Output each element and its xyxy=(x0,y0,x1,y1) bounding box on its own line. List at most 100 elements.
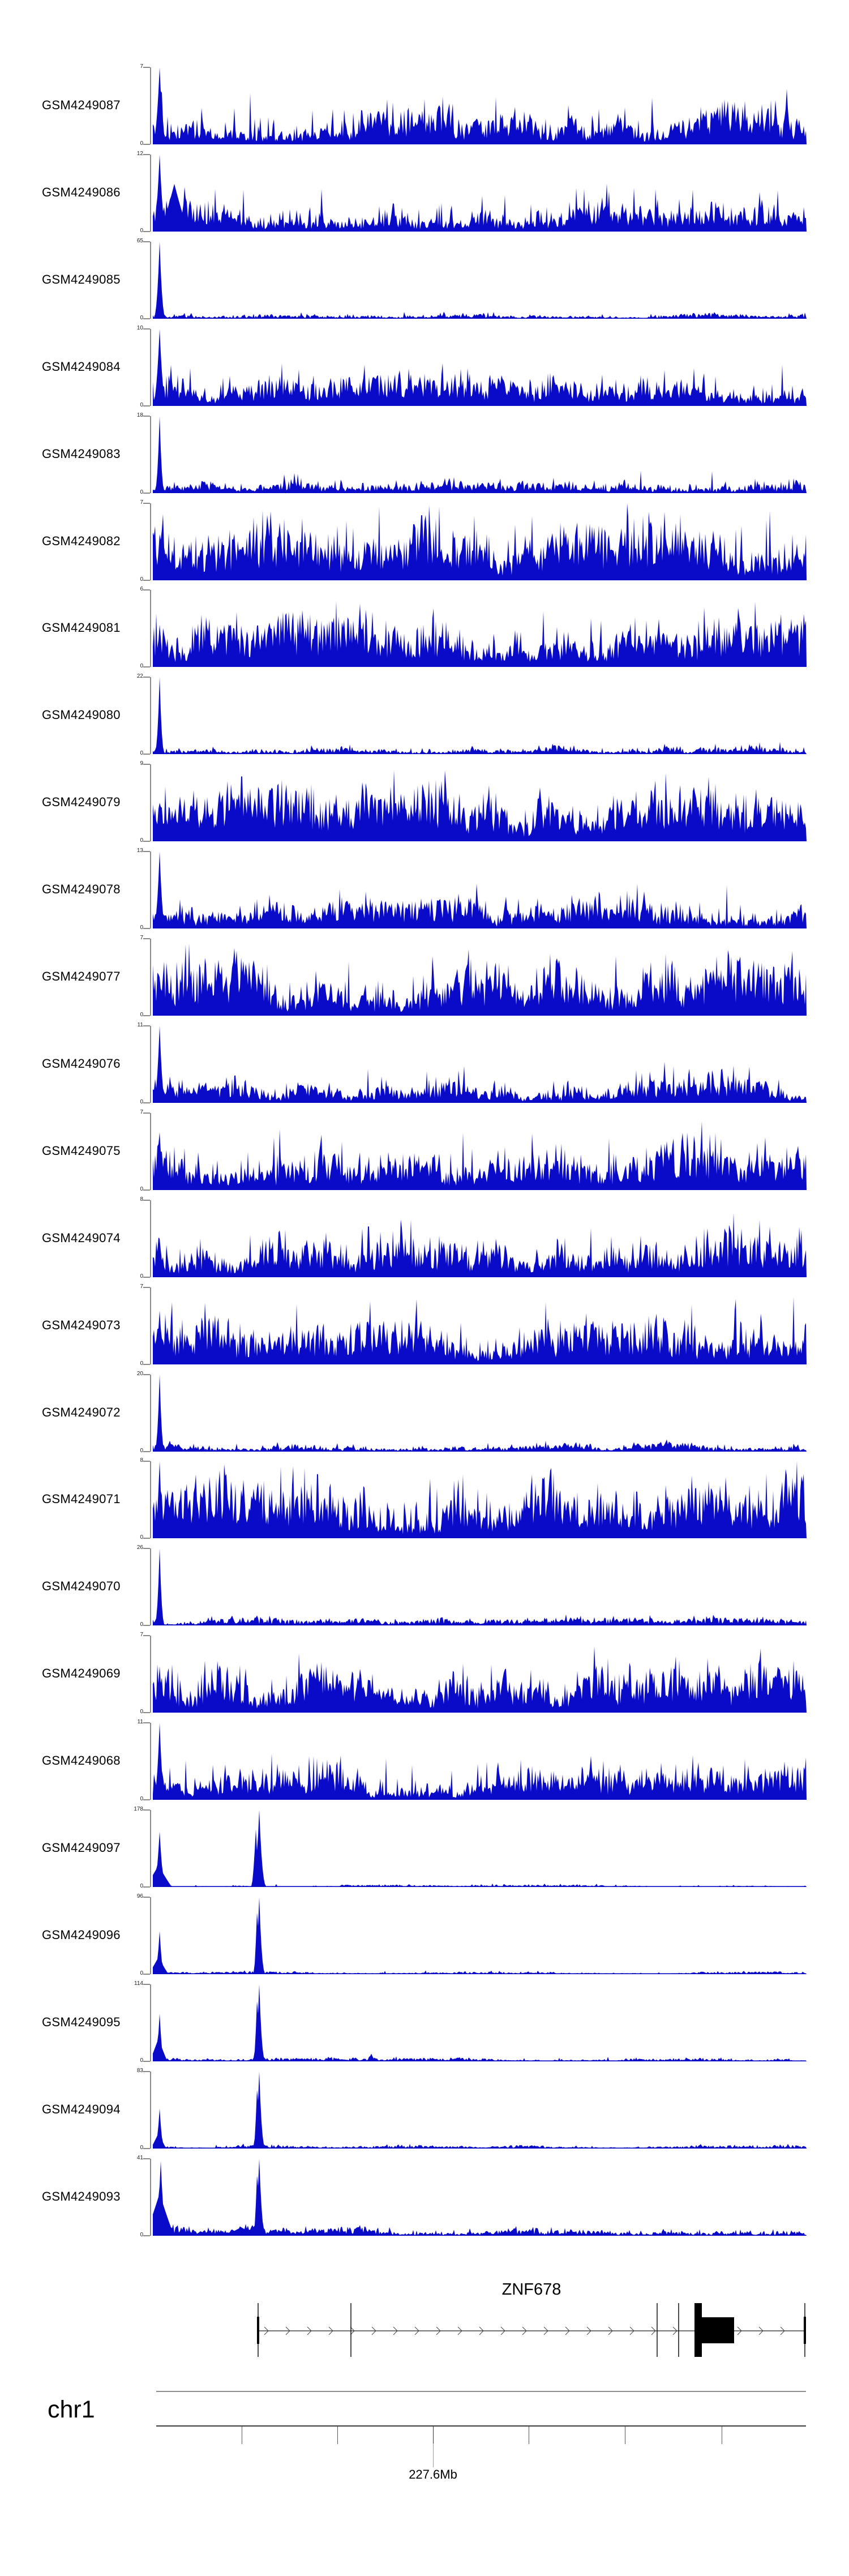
axis-bracket xyxy=(150,1984,151,2061)
axis-bracket xyxy=(150,1113,151,1190)
axis-max-label: 9 xyxy=(140,760,143,767)
axis-zero-label: 0 xyxy=(140,925,143,931)
axis-max-label: 26 xyxy=(136,1544,143,1551)
signal-plot xyxy=(153,1646,807,1713)
axis-tick xyxy=(143,1364,150,1365)
strand-chevron-icon xyxy=(672,2326,678,2335)
track-label: GSM4249093 xyxy=(42,2189,121,2203)
axis-max-label: 178 xyxy=(134,1806,143,1812)
axis-zero-label: 0 xyxy=(140,1273,143,1280)
axis-tick xyxy=(143,1538,150,1539)
axis-max-label: 8 xyxy=(140,1196,143,1203)
axis-max-label: 20 xyxy=(136,1371,143,1377)
axis-bracket xyxy=(150,851,151,928)
axis-tick xyxy=(143,1112,150,1114)
axis-max-label: 7 xyxy=(140,1283,143,1290)
axis-tick xyxy=(143,405,150,406)
track-label: GSM4249068 xyxy=(42,1753,121,1768)
axis-tick xyxy=(143,1025,150,1026)
axis-tick xyxy=(143,1886,150,1888)
cds-box xyxy=(702,2317,734,2343)
axis-zero-label: 0 xyxy=(140,2145,143,2151)
signal-plot xyxy=(153,503,807,580)
signal-plot xyxy=(153,1461,807,1538)
axis-max-label: 7 xyxy=(140,499,143,506)
axis-tick xyxy=(143,1809,150,1811)
axis-tick xyxy=(143,241,150,242)
axis-zero-label: 0 xyxy=(140,489,143,495)
axis-zero-label: 0 xyxy=(140,1448,143,1454)
axis-tick xyxy=(143,580,150,581)
track-label: GSM4249072 xyxy=(42,1405,121,1419)
axis-bracket xyxy=(150,1636,151,1713)
axis-tick xyxy=(143,1722,150,1723)
strand-chevron-icon xyxy=(737,2326,742,2335)
axis-zero-label: 0 xyxy=(140,1360,143,1367)
signal-plot xyxy=(153,242,807,319)
axis-zero-label: 0 xyxy=(140,140,143,147)
track-label: GSM4249075 xyxy=(42,1144,121,1158)
axis-bracket xyxy=(150,1287,151,1364)
signal-plot xyxy=(153,677,807,754)
axis-tick xyxy=(143,1015,150,1016)
axis-tick xyxy=(143,1984,150,1985)
axis-tick xyxy=(143,2061,150,2062)
strand-chevron-icon xyxy=(350,2326,355,2335)
track-label: GSM4249085 xyxy=(42,272,121,286)
exon-block xyxy=(694,2303,702,2357)
strand-chevron-icon xyxy=(436,2326,441,2335)
coordinate-position-label: 227.6Mb xyxy=(409,2467,457,2481)
axis-tick xyxy=(143,1548,150,1549)
axis-tick xyxy=(143,754,150,755)
axis-bracket xyxy=(150,1723,151,1800)
axis-max-label: 41 xyxy=(136,2155,143,2161)
axis-tick xyxy=(143,154,150,155)
axis-tick xyxy=(143,493,150,494)
axis-tick xyxy=(143,1374,150,1375)
axis-tick xyxy=(143,1974,150,1975)
strand-chevron-icon xyxy=(264,2326,269,2335)
axis-bracket xyxy=(150,2159,151,2236)
strand-chevron-icon xyxy=(414,2326,419,2335)
axis-zero-label: 0 xyxy=(140,1883,143,1889)
axis-tick xyxy=(143,1287,150,1288)
strand-chevron-icon xyxy=(565,2326,570,2335)
axis-bracket xyxy=(150,2072,151,2149)
exon-line xyxy=(657,2303,658,2357)
axis-bracket xyxy=(150,329,151,406)
axis-zero-label: 0 xyxy=(140,1099,143,1105)
axis-tick xyxy=(143,416,150,417)
axis-max-label: 7 xyxy=(140,63,143,70)
axis-tick xyxy=(143,503,150,504)
strand-chevron-icon xyxy=(328,2326,333,2335)
axis-tick xyxy=(143,1712,150,1713)
axis-bracket xyxy=(150,416,151,493)
axis-tick xyxy=(143,764,150,765)
axis-zero-label: 0 xyxy=(140,750,143,756)
gene-name-label: ZNF678 xyxy=(501,2280,561,2299)
axis-zero-label: 0 xyxy=(140,1534,143,1541)
axis-bracket xyxy=(150,1897,151,1974)
axis-tick xyxy=(143,1461,150,1462)
axis-tick xyxy=(143,231,150,232)
signal-plot xyxy=(153,1121,807,1190)
axis-max-label: 11 xyxy=(137,1022,143,1028)
strand-chevron-icon xyxy=(651,2326,656,2335)
strand-chevron-icon xyxy=(780,2326,785,2335)
track-label: GSM4249087 xyxy=(42,98,121,112)
axis-zero-label: 0 xyxy=(140,837,143,844)
strand-chevron-icon xyxy=(543,2326,548,2335)
axis-tick xyxy=(143,1277,150,1278)
axis-max-label: 7 xyxy=(140,1109,143,1115)
track-label: GSM4249080 xyxy=(42,708,121,722)
axis-max-label: 6 xyxy=(140,586,143,592)
axis-zero-label: 0 xyxy=(140,2057,143,2064)
exon-line xyxy=(350,2303,351,2357)
signal-plot xyxy=(153,1296,807,1364)
axis-tick xyxy=(143,666,150,667)
strand-chevron-icon xyxy=(307,2326,312,2335)
axis-max-label: 96 xyxy=(136,1893,143,1899)
strand-chevron-icon xyxy=(285,2326,290,2335)
axis-bracket xyxy=(150,677,151,754)
signal-plot xyxy=(153,1548,807,1625)
